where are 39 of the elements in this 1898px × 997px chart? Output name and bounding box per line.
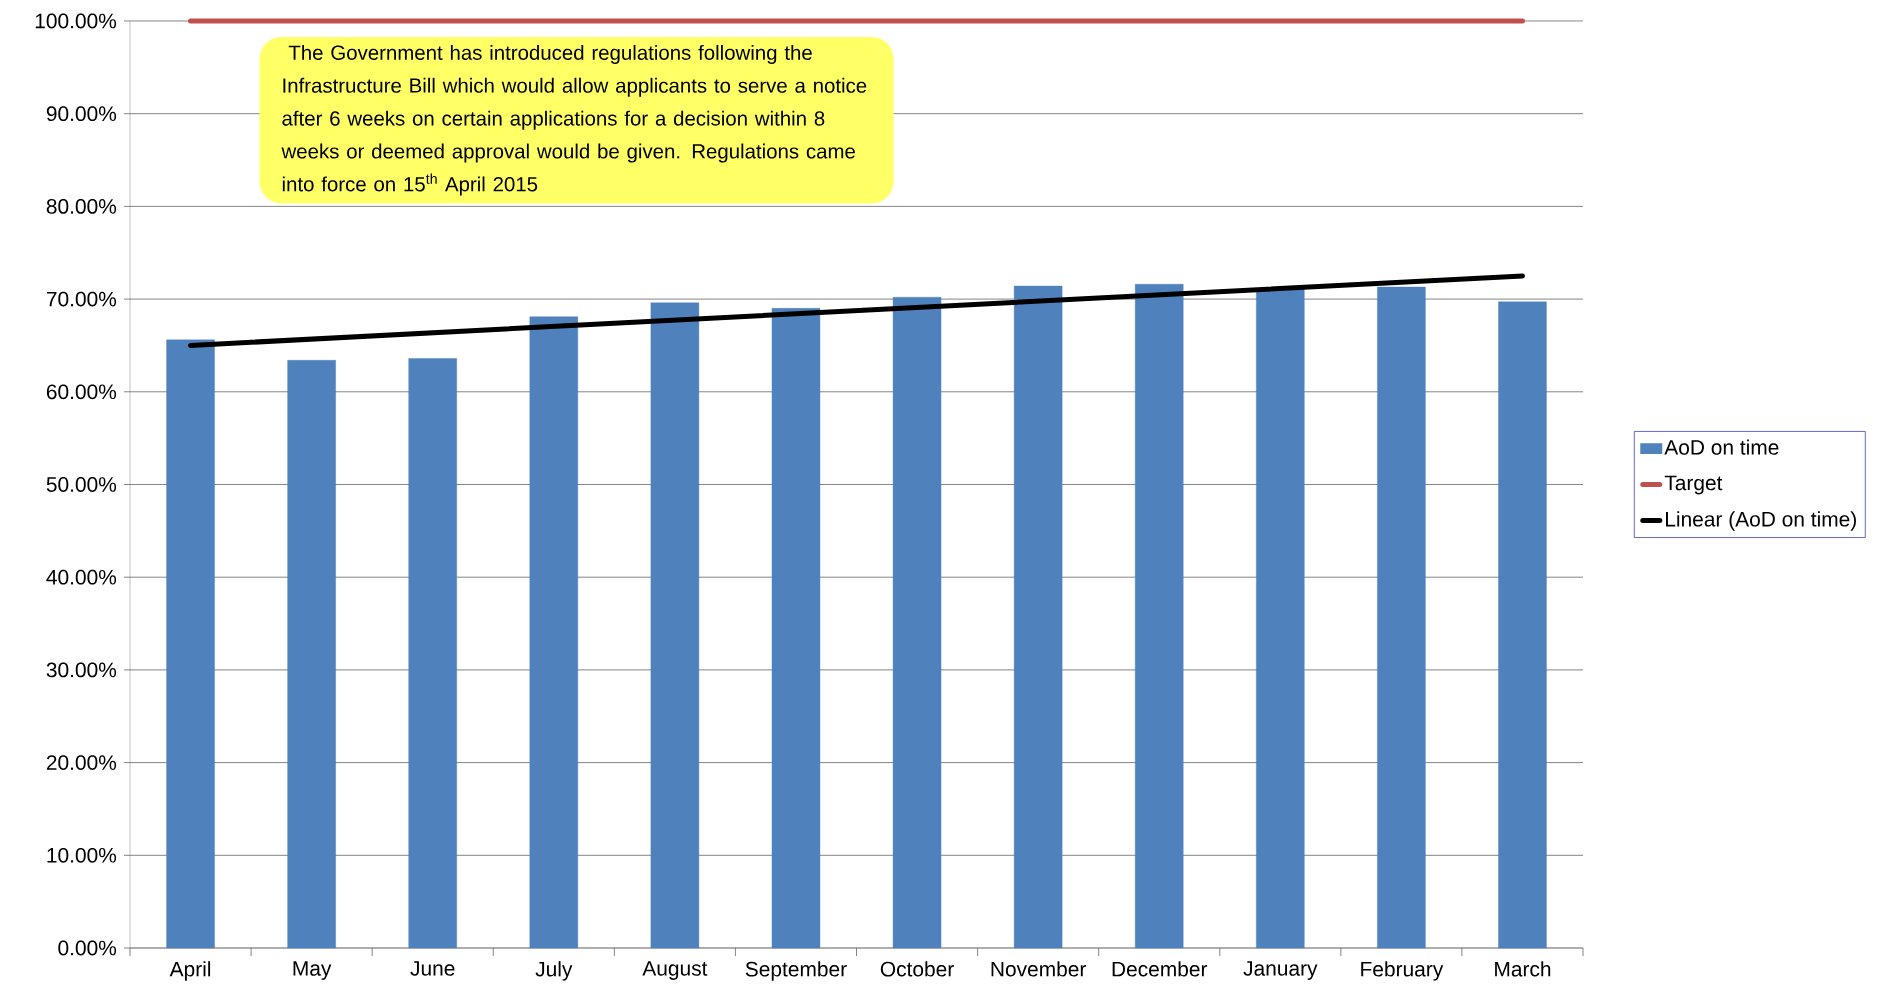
y-tick-label: 90.00% [46, 106, 117, 122]
x-tick-label: May [293, 961, 332, 980]
bar [1377, 286, 1426, 949]
legend-label: Target [1664, 475, 1723, 495]
bar [1256, 288, 1305, 949]
bar [287, 360, 336, 949]
x-tick-label: June [410, 961, 455, 976]
bar [1013, 285, 1063, 949]
x-tick-label: April [169, 961, 211, 981]
y-tick-label: 60.00% [46, 384, 117, 400]
y-tick-label: 100.00% [35, 13, 117, 29]
y-tick-label: 80.00% [46, 198, 117, 214]
bar [408, 358, 457, 949]
x-tick-label: February [1361, 961, 1444, 981]
x-tick-label: December [1112, 961, 1208, 977]
x-tick-label: January [1243, 961, 1318, 980]
bar [771, 308, 821, 949]
x-tick-label: March [1495, 961, 1551, 977]
x-tick-label: October [880, 961, 954, 977]
bar [166, 339, 215, 949]
y-tick-label: 10.00% [47, 847, 117, 863]
bar [1135, 284, 1184, 949]
x-tick-label: August [642, 961, 708, 980]
bar [1498, 301, 1547, 949]
bar [529, 316, 578, 949]
y-tick-label: 30.00% [46, 662, 117, 678]
y-tick-label: 20.00% [46, 755, 117, 770]
x-tick-label: July [535, 961, 573, 981]
y-tick-label: 40.00% [46, 569, 117, 585]
y-tick-label: 70.00% [46, 291, 117, 307]
bar [892, 297, 942, 949]
x-tick-label: September [745, 961, 847, 981]
annotation: The Government has introduced regulations following the Infrastructure Bill which would allow applicants to serve a notice after 6 weeks on certain applications for a decision within 8 weeks or deemed approval would be given. Regulations came into force on 15$^{th}$ April 2015 [281, 44, 867, 196]
legend-label: AoD on time [1664, 439, 1779, 455]
y-tick-label: 0.00% [58, 940, 117, 956]
y-tick-label: 50.00% [46, 477, 117, 492]
bar [650, 302, 700, 949]
legend-label: Linear (AoD on time) [1666, 511, 1856, 531]
x-tick-label: November [991, 961, 1087, 977]
